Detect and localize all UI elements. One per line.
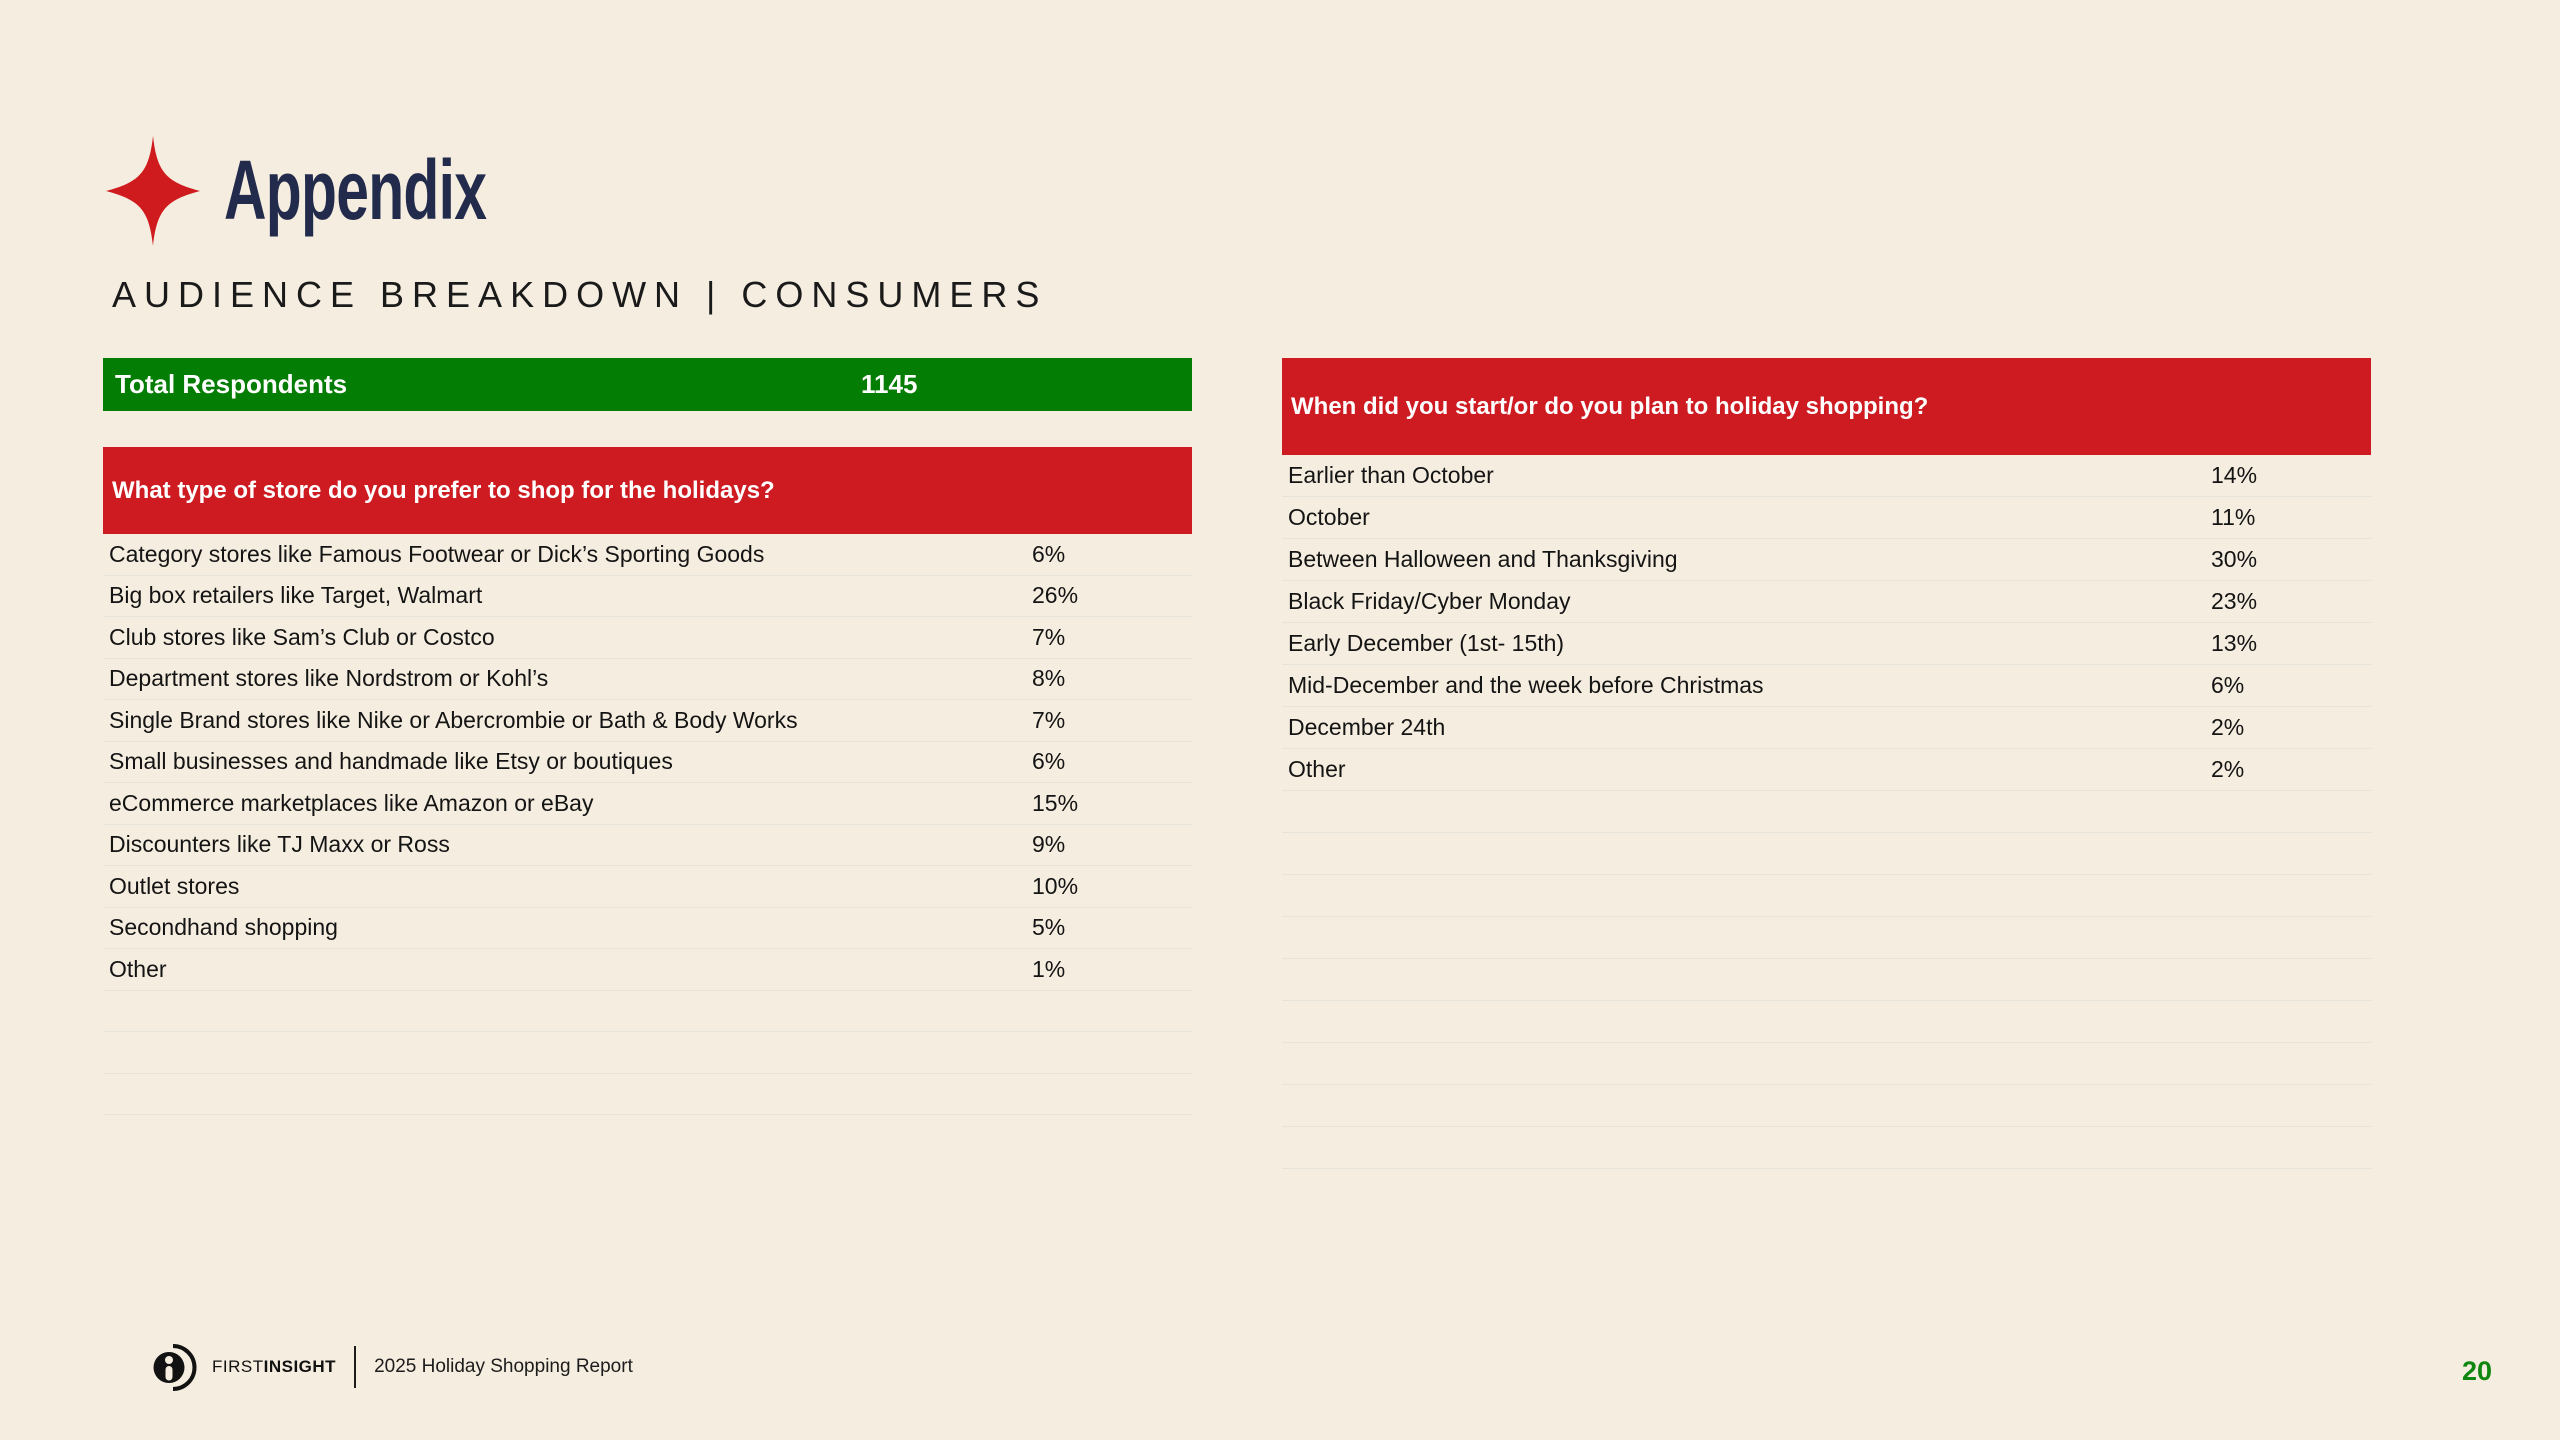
row-value: 6% [1032, 540, 1066, 567]
row-label: Black Friday/Cyber Monday [1288, 588, 1571, 614]
table-row: Black Friday/Cyber Monday 23% [1282, 581, 2371, 623]
table-row: Other 1% [103, 949, 1192, 991]
report-title: 2025 Holiday Shopping Report [374, 1356, 633, 1377]
sparkle-star-icon [106, 136, 200, 246]
page-number: 20 [2462, 1356, 2493, 1386]
total-respondents-value: 1145 [861, 369, 918, 399]
row-label: Earlier than October [1288, 462, 1494, 488]
total-respondents-label: Total Respondents [115, 369, 348, 399]
table-row: Mid-December and the week before Christm… [1282, 665, 2371, 707]
table-empty-rows [1282, 791, 2371, 1169]
row-label: Club stores like Sam’s Club or Costco [109, 623, 495, 650]
table-row: October 11% [1282, 497, 2371, 539]
empty-row [1282, 1043, 2371, 1085]
row-label: Department stores like Nordstrom or Kohl… [109, 665, 549, 692]
table-row: Club stores like Sam’s Club or Costco 7% [103, 617, 1192, 659]
table-row: Outlet stores 10% [103, 866, 1192, 908]
table-row: Big box retailers like Target, Walmart 2… [103, 576, 1192, 617]
question-label: What type of store do you prefer to shop… [112, 476, 775, 504]
row-label: Big box retailers like Target, Walmart [109, 582, 483, 609]
row-value: 6% [1032, 748, 1066, 775]
row-value: 11% [2211, 504, 2256, 530]
row-value: 23% [2211, 588, 2258, 614]
table-row: eCommerce marketplaces like Amazon or eB… [103, 783, 1192, 825]
row-value: 26% [1032, 582, 1079, 609]
table-row: Department stores like Nordstrom or Kohl… [103, 659, 1192, 700]
row-value: 9% [1032, 831, 1066, 858]
row-label: Other [109, 955, 167, 982]
question-label: When did you start/or do you plan to hol… [1291, 392, 1929, 420]
row-label: Small businesses and handmade like Etsy … [109, 748, 673, 775]
row-value: 8% [1032, 665, 1066, 692]
row-value: 2% [2211, 756, 2245, 782]
empty-row [1282, 1085, 2371, 1127]
empty-row [103, 1032, 1192, 1074]
row-label: eCommerce marketplaces like Amazon or eB… [109, 789, 594, 816]
empty-row [1282, 791, 2371, 833]
table-row: Category stores like Famous Footwear or … [103, 534, 1192, 576]
row-label: October [1288, 504, 1370, 530]
empty-row [1282, 917, 2371, 959]
row-value: 30% [2211, 546, 2258, 572]
table-body: Earlier than October 14% October 11% Bet… [1282, 455, 2371, 791]
table-row: Other 2% [1282, 749, 2371, 791]
table-row: Early December (1st- 15th) 13% [1282, 623, 2371, 665]
row-value: 14% [2211, 462, 2258, 488]
empty-row [103, 991, 1192, 1032]
brand-first: FIRST [212, 1357, 264, 1376]
row-value: 5% [1032, 914, 1066, 941]
table-row: Small businesses and handmade like Etsy … [103, 742, 1192, 783]
brand-wordmark: FIRSTINSIGHT [212, 1357, 336, 1377]
row-label: December 24th [1288, 714, 1446, 740]
total-respondents-bar: Total Respondents 1145 [103, 358, 1192, 411]
table-body: Category stores like Famous Footwear or … [103, 534, 1192, 991]
table-empty-rows [103, 991, 1192, 1115]
footer: FIRSTINSIGHT 2025 Holiday Shopping Repor… [152, 1341, 633, 1393]
row-value: 13% [2211, 630, 2258, 656]
table-row: Discounters like TJ Maxx or Ross 9% [103, 825, 1192, 866]
row-value: 10% [1032, 872, 1079, 899]
table-row: Single Brand stores like Nike or Abercro… [103, 700, 1192, 742]
row-value: 1% [1032, 955, 1066, 982]
row-label: Early December (1st- 15th) [1288, 630, 1565, 656]
row-value: 7% [1032, 706, 1066, 733]
empty-row [1282, 959, 2371, 1001]
row-label: Single Brand stores like Nike or Abercro… [109, 706, 798, 733]
row-value: 6% [2211, 672, 2245, 698]
table-row: Between Halloween and Thanksgiving 30% [1282, 539, 2371, 581]
empty-row [103, 1074, 1192, 1115]
shopping-start-question-bar: When did you start/or do you plan to hol… [1282, 358, 2371, 455]
row-label: Mid-December and the week before Christm… [1288, 672, 1764, 698]
row-label: Discounters like TJ Maxx or Ross [109, 831, 450, 858]
row-label: Secondhand shopping [109, 914, 338, 941]
table-row: Earlier than October 14% [1282, 455, 2371, 497]
footer-divider [354, 1346, 357, 1388]
row-label: Between Halloween and Thanksgiving [1288, 546, 1678, 572]
empty-row [1282, 833, 2371, 875]
empty-row [1282, 1127, 2371, 1169]
shopping-start-rows: Earlier than October 14% October 11% Bet… [1282, 455, 2371, 1169]
store-type-question-bar: What type of store do you prefer to shop… [103, 447, 1192, 534]
page-subtitle: AUDIENCE BREAKDOWN | CONSUMERS [112, 274, 1048, 315]
table-row: December 24th 2% [1282, 707, 2371, 749]
brand-second: INSIGHT [263, 1357, 337, 1376]
empty-row [1282, 875, 2371, 917]
row-label: Outlet stores [109, 872, 240, 899]
row-value: 2% [2211, 714, 2245, 740]
store-type-rows: Category stores like Famous Footwear or … [103, 534, 1192, 1115]
first-insight-logo-icon [153, 1344, 197, 1391]
row-value: 7% [1032, 623, 1066, 650]
row-label: Other [1288, 756, 1346, 782]
table-row: Secondhand shopping 5% [103, 908, 1192, 949]
page-title: Appendix [224, 143, 487, 237]
row-value: 15% [1032, 789, 1079, 816]
empty-row [1282, 1001, 2371, 1043]
row-label: Category stores like Famous Footwear or … [109, 540, 765, 567]
